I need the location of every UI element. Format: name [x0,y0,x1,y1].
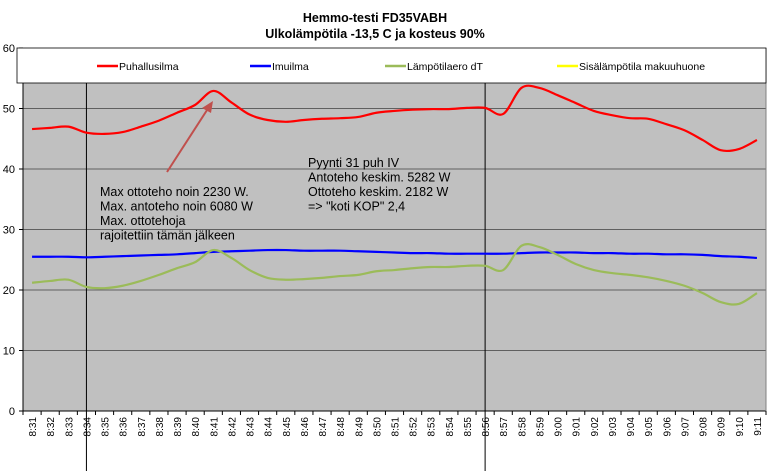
x-tick-label: 8:40 [191,417,202,437]
x-tick-label: 8:58 [517,417,528,437]
x-tick-label: 8:56 [481,417,492,437]
legend-label: Lämpötilaero dT [407,61,483,73]
x-tick-label: 8:48 [336,417,347,437]
x-tick-label: 9:04 [626,417,637,437]
x-tick-label: 9:09 [717,417,728,437]
x-tick-label: 8:45 [282,417,293,437]
x-tick-label: 9:11 [753,417,764,436]
x-tick-label: 9:03 [608,417,619,437]
x-tick-label: 8:50 [372,417,383,437]
x-tick-label: 8:51 [391,417,402,437]
x-tick-label: 8:49 [354,417,365,437]
annotation-right-line: Antoteho keskim. 5282 W [308,171,451,185]
x-tick-label: 8:44 [264,417,275,437]
x-tick-label: 8:39 [173,417,184,437]
annotation-right-line: => "koti KOP" 2,4 [308,200,405,214]
x-tick-label: 8:32 [46,417,57,437]
annotation-right-line: Ottoteho keskim. 2182 W [308,185,449,199]
x-tick-label: 8:34 [82,417,93,437]
x-tick-label: 8:47 [318,417,329,437]
y-tick-label: 30 [3,225,15,237]
x-tick-label: 8:35 [101,417,112,437]
chart-subtitle: Ulkolämpötila -13,5 C ja kosteus 90% [265,27,485,41]
x-tick-label: 9:01 [572,417,583,437]
x-tick-label: 8:57 [499,417,510,437]
x-tick-label: 8:54 [445,417,456,437]
x-tick-label: 9:10 [735,417,746,437]
annotation-left-line: Max. antoteho noin 6080 W [100,200,253,214]
x-tick-label: 8:59 [535,417,546,437]
x-tick-label: 8:37 [137,417,148,437]
x-tick-label: 8:43 [246,417,257,437]
y-tick-label: 50 [3,104,15,116]
legend: Puhallusilma Imuilma Lämpötilaero dT Sisälä… [16,47,767,84]
x-tick-label: 8:36 [119,417,130,437]
x-tick-label: 8:38 [155,417,166,437]
y-tick-label: 60 [3,43,15,55]
y-tick-label: 40 [3,164,15,176]
annotation-arrow [166,106,210,173]
x-tick-label: 8:52 [409,417,420,437]
x-tick-label: 8:46 [300,417,311,437]
x-tick-label: 9:07 [680,417,691,437]
x-tick-label: 9:00 [554,417,565,437]
y-tick-label: 0 [9,406,15,418]
legend-label: Imuilma [272,61,309,73]
chart-title: Hemmo-testi FD35VABH [303,11,447,25]
legend-label: Puhallusilma [119,61,179,73]
y-tick-label: 20 [3,285,15,297]
annotation-left-line: Max. ottotehoja [100,214,186,228]
x-tick-label: 9:08 [699,417,710,437]
y-tick-label: 10 [3,346,15,358]
annotation-arrowhead [202,101,213,113]
x-tick-label: 8:31 [28,417,39,437]
legend-label: Sisälämpötila makuuhuone [579,61,705,73]
annotation-right-line: Pyynti 31 puh IV [308,156,400,170]
x-tick-label: 8:53 [427,417,438,437]
x-tick-label: 8:55 [463,417,474,437]
x-tick-label: 8:33 [64,417,75,437]
x-tick-label: 8:41 [209,417,220,437]
annotation-left-line: Max ottoteho noin 2230 W. [100,185,249,199]
annotation-left-line: rajoitettiin tämän jälkeen [100,229,235,243]
x-tick-label: 8:42 [227,417,238,437]
x-tick-label: 9:06 [662,417,673,437]
x-tick-label: 9:05 [644,417,655,437]
x-tick-label: 9:02 [590,417,601,437]
